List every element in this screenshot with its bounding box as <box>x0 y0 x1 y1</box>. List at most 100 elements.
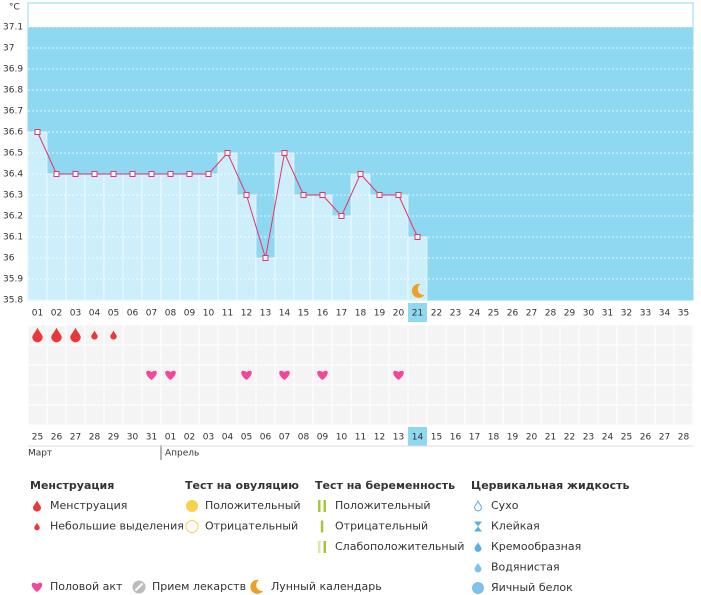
grid-cell <box>445 324 466 346</box>
x-tick-label: 02 <box>51 309 62 319</box>
grid-cell <box>46 344 67 366</box>
legend-title: Менструация <box>30 479 114 492</box>
menstruation-marker <box>70 327 81 343</box>
grid-cell <box>27 384 48 406</box>
date-label: 05 <box>241 433 252 443</box>
legend-title: Цервикальная жидкость <box>471 479 629 492</box>
legend-icon <box>185 520 199 533</box>
grid-cell <box>350 364 371 386</box>
grid-cell <box>578 384 599 406</box>
grid-cell <box>160 384 181 406</box>
grid-cell <box>673 344 694 366</box>
grid-cell <box>578 344 599 366</box>
date-label: 27 <box>70 433 81 443</box>
date-label: 13 <box>393 433 404 443</box>
y-tick-label: 36.2 <box>3 212 23 222</box>
date-label: 25 <box>32 433 43 443</box>
date-label: 19 <box>507 433 519 443</box>
grid-cell <box>84 384 105 406</box>
grid-cell <box>483 324 504 346</box>
grid-cell <box>331 404 352 426</box>
point <box>148 171 155 177</box>
x-tick-label: 13 <box>260 309 271 319</box>
grid-cell <box>578 364 599 386</box>
legend-icon <box>33 500 41 512</box>
date-label: 27 <box>659 433 670 443</box>
grid-cell <box>407 344 428 366</box>
grid-cell <box>331 364 352 386</box>
grid-cell <box>483 384 504 406</box>
grid-cell <box>274 384 295 406</box>
grid-cell <box>616 324 637 346</box>
grid-cell <box>464 344 485 366</box>
grid-cell <box>369 384 390 406</box>
grid-cell <box>217 324 238 346</box>
grid-cell <box>597 384 618 406</box>
grid-cell <box>103 364 124 386</box>
grid-cell <box>502 404 523 426</box>
bar <box>369 194 390 301</box>
grid-cell <box>179 404 200 426</box>
grid-cell <box>654 384 675 406</box>
grid-cell <box>65 344 86 366</box>
legend-item: Положительный <box>335 499 431 512</box>
point <box>414 234 421 240</box>
point <box>319 192 326 198</box>
bar <box>236 194 257 301</box>
point <box>243 192 250 198</box>
grid-cell <box>160 344 181 366</box>
grid-cell <box>46 404 67 426</box>
legend-icon <box>186 500 198 512</box>
point <box>205 171 212 177</box>
grid-cell <box>426 384 447 406</box>
grid-cell <box>426 364 447 386</box>
point <box>395 192 402 198</box>
x-tick-label: 04 <box>89 309 101 319</box>
grid-cell <box>388 404 409 426</box>
date-label: 30 <box>127 433 139 443</box>
grid-cell <box>160 404 181 426</box>
intercourse-marker <box>393 370 404 380</box>
legend-item: Половой акт <box>50 580 123 593</box>
date-label: 04 <box>222 433 234 443</box>
date-label: 17 <box>469 433 480 443</box>
x-tick-label: 28 <box>545 309 557 319</box>
grid-cell <box>616 384 637 406</box>
date-label: 09 <box>317 433 329 443</box>
date-label: 20 <box>526 433 538 443</box>
legend-title: Тест на беременность <box>315 479 455 492</box>
grid-cell <box>635 384 656 406</box>
date-label: 15 <box>431 433 442 443</box>
legend-title: Тест на овуляцию <box>185 479 299 492</box>
grid-cell <box>65 384 86 406</box>
legend-icon <box>31 582 43 592</box>
y-tick-label: 36.3 <box>3 191 23 201</box>
grid-cell <box>122 364 143 386</box>
x-tick-label: 10 <box>203 309 215 319</box>
legend-item: Прием лекарств <box>152 580 246 593</box>
grid-cell <box>255 384 276 406</box>
grid-cell <box>445 344 466 366</box>
legend-icon <box>250 579 263 594</box>
grid-cell <box>84 404 105 426</box>
grid-cell <box>350 384 371 406</box>
grid-cell <box>27 344 48 366</box>
grid-cell <box>635 404 656 426</box>
grid-cell <box>141 324 162 346</box>
y-tick-label: 36.1 <box>3 233 23 243</box>
point <box>338 213 345 219</box>
x-tick-label: 32 <box>621 309 632 319</box>
grid-cell <box>217 364 238 386</box>
point <box>357 171 364 177</box>
grid-cell <box>407 404 428 426</box>
grid-cell <box>673 404 694 426</box>
x-tick-label: 33 <box>640 309 651 319</box>
date-label: 03 <box>203 433 214 443</box>
x-tick-label: 30 <box>583 309 595 319</box>
date-label: 23 <box>583 433 594 443</box>
grid-cell <box>217 384 238 406</box>
grid-cell <box>464 404 485 426</box>
date-label: 26 <box>640 433 652 443</box>
x-tick-label: 27 <box>526 309 537 319</box>
